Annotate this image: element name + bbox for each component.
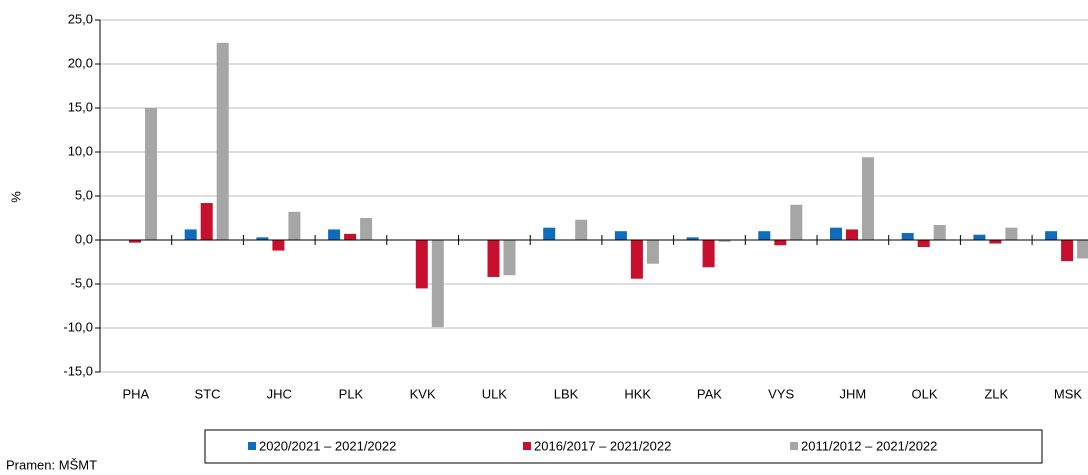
y-tick-label: 20,0 bbox=[68, 55, 93, 70]
x-tick-label: MSK bbox=[1054, 386, 1083, 401]
bar bbox=[917, 240, 930, 248]
x-tick-label: LBK bbox=[554, 386, 579, 401]
bar bbox=[758, 231, 771, 240]
bar bbox=[1005, 227, 1018, 240]
bar bbox=[702, 240, 715, 268]
y-tick-label: -5,0 bbox=[71, 275, 93, 290]
y-tick-label: 25,0 bbox=[68, 11, 93, 26]
bar bbox=[415, 240, 428, 289]
bar bbox=[614, 231, 627, 240]
x-tick-label: OLK bbox=[912, 386, 938, 401]
source-note: Pramen: MŠMT bbox=[6, 457, 97, 472]
bar bbox=[487, 240, 500, 277]
x-tick-label: JHC bbox=[267, 386, 292, 401]
x-tick-label: HKK bbox=[624, 386, 651, 401]
bar bbox=[630, 240, 643, 279]
bar bbox=[989, 240, 1002, 244]
bar bbox=[933, 225, 946, 240]
bar bbox=[846, 229, 858, 240]
x-tick-label: JHM bbox=[839, 386, 866, 401]
bar bbox=[344, 233, 357, 240]
bar bbox=[543, 227, 556, 240]
bar bbox=[216, 42, 229, 240]
bar bbox=[790, 204, 803, 240]
legend-label: 2011/2012 – 2021/2022 bbox=[801, 438, 937, 453]
bar bbox=[145, 108, 157, 240]
legend-swatch bbox=[248, 442, 256, 450]
y-axis-label: % bbox=[8, 191, 23, 203]
x-tick-label: PHA bbox=[122, 386, 149, 401]
bar bbox=[272, 240, 285, 251]
bar bbox=[1077, 240, 1088, 259]
x-tick-label: KVK bbox=[410, 386, 436, 401]
bar bbox=[1045, 231, 1058, 240]
bar bbox=[686, 237, 699, 240]
bar bbox=[973, 234, 986, 240]
bar bbox=[200, 203, 213, 240]
x-tick-label: VYS bbox=[768, 386, 794, 401]
y-tick-label: 10,0 bbox=[68, 143, 93, 158]
bar bbox=[862, 157, 874, 240]
y-tick-label: 5,0 bbox=[75, 187, 93, 202]
bar bbox=[774, 240, 787, 246]
bar bbox=[830, 227, 842, 240]
x-tick-label: PLK bbox=[339, 386, 364, 401]
bar bbox=[256, 237, 269, 240]
legend-label: 2020/2021 – 2021/2022 bbox=[259, 438, 396, 453]
bar bbox=[718, 240, 731, 242]
bar bbox=[288, 211, 301, 240]
bar bbox=[646, 240, 659, 264]
bar bbox=[184, 229, 197, 240]
legend-label: 2016/2017 – 2021/2022 bbox=[534, 438, 671, 453]
x-tick-label: STC bbox=[195, 386, 221, 401]
y-tick-label: 15,0 bbox=[68, 99, 93, 114]
legend-box bbox=[204, 429, 1043, 464]
y-tick-label: 0,0 bbox=[75, 231, 93, 246]
x-tick-label: PAK bbox=[697, 386, 722, 401]
y-tick-label: -10,0 bbox=[63, 319, 93, 334]
legend-swatch bbox=[790, 442, 798, 450]
bar bbox=[901, 232, 914, 240]
x-tick-label: ZLK bbox=[984, 386, 1008, 401]
bar bbox=[503, 240, 516, 276]
bar bbox=[431, 240, 444, 328]
x-tick-label: ULK bbox=[482, 386, 508, 401]
bar bbox=[575, 219, 588, 240]
legend-swatch bbox=[523, 442, 531, 450]
bar bbox=[360, 218, 373, 240]
y-tick-label: -15,0 bbox=[63, 363, 93, 378]
bar bbox=[129, 240, 141, 243]
bar bbox=[1061, 240, 1074, 262]
bar bbox=[328, 229, 341, 240]
